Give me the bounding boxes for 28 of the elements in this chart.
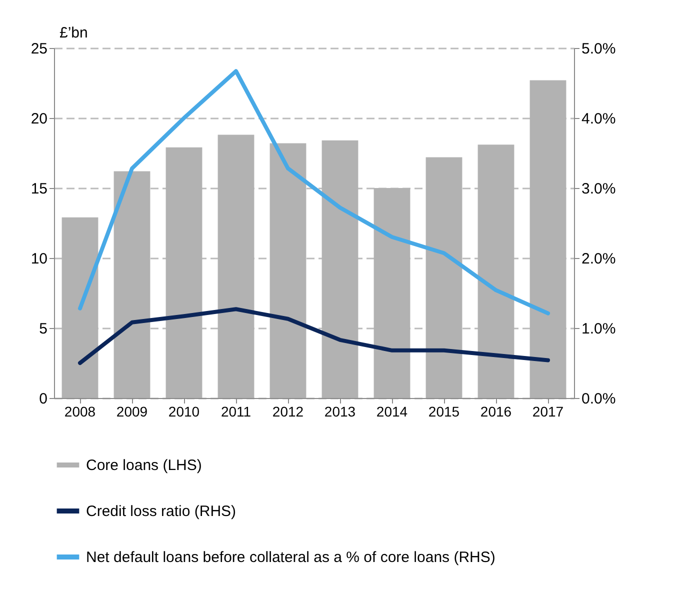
y2-tick-label: 5.0% <box>582 40 616 58</box>
x-tick-label: 2017 <box>532 404 564 420</box>
y2-tick-label: 4.0% <box>582 110 616 128</box>
line-series <box>78 307 550 365</box>
x-tick-label: 2012 <box>272 404 304 420</box>
x-tick-label: 2015 <box>428 404 460 420</box>
y-tick-label: 5 <box>39 320 48 338</box>
y-axis-title: £’bn <box>60 24 88 42</box>
y-tick-label: 25 <box>30 40 48 58</box>
y2-tick-label: 3.0% <box>582 180 616 198</box>
y2-tick-label: 1.0% <box>582 320 616 338</box>
x-tick-label: 2009 <box>116 404 148 420</box>
line-series <box>78 69 550 316</box>
x-tick-label: 2010 <box>168 404 200 420</box>
y2-tick-label: 2.0% <box>582 250 616 268</box>
legend-label: Net default loans before collateral as a % of core loans (RHS) <box>86 549 496 566</box>
legend-label: Core loans (LHS) <box>86 457 202 474</box>
x-tick-label: 2011 <box>220 404 252 420</box>
x-tick-label: 2016 <box>480 404 512 420</box>
y-tick-label: 10 <box>30 250 48 268</box>
legend-label: Credit loss ratio (RHS) <box>86 503 236 520</box>
x-tick-label: 2014 <box>376 404 408 420</box>
x-tick-label: 2013 <box>324 404 356 420</box>
y-tick-label: 15 <box>30 180 48 198</box>
x-tick-label: 2008 <box>64 404 96 420</box>
y2-tick-label: 0.0% <box>582 390 616 408</box>
y-tick-label: 20 <box>30 110 48 128</box>
y-tick-label: 0 <box>39 390 48 408</box>
